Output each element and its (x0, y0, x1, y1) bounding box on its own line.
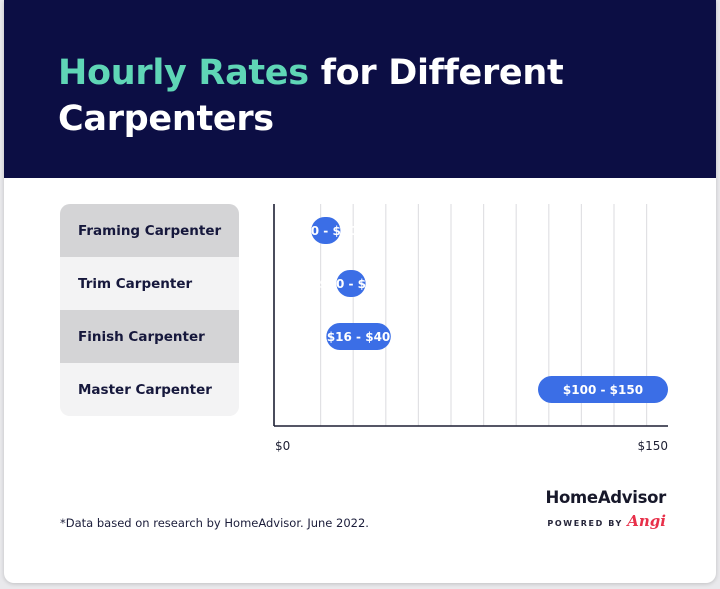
category-list: Framing Carpenter Trim Carpenter Finish … (60, 204, 239, 416)
x-tick-label: $0 (275, 439, 290, 453)
category-row-finish: Finish Carpenter (60, 310, 239, 363)
range-bar (538, 376, 668, 403)
category-label: Framing Carpenter (78, 222, 222, 239)
category-label: Finish Carpenter (78, 328, 205, 345)
title-rest: for Different (320, 53, 564, 93)
page-title: Hourly Rates for Different Carpenters (58, 50, 658, 142)
range-label: $16 - $40 (327, 330, 390, 344)
range-label: $10 - $20 (294, 224, 357, 238)
category-label: Trim Carpenter (78, 275, 193, 292)
title-line2: Carpenters (58, 99, 274, 139)
range-bar (326, 323, 391, 350)
title-accent: Hourly Rates (58, 53, 309, 93)
infographic-card: Hourly Rates for Different Carpenters Fra… (4, 0, 716, 583)
range-bar (336, 270, 366, 297)
range-label: $20 - $30 (319, 277, 382, 291)
range-bar (311, 217, 341, 244)
category-label: Master Carpenter (78, 381, 212, 398)
angi-logo: Angi (627, 512, 666, 530)
homeadvisor-logo: HomeAdvisor (545, 488, 666, 507)
header-banner: Hourly Rates for Different Carpenters (4, 0, 716, 178)
category-row-framing: Framing Carpenter (60, 204, 239, 257)
powered-by-text: POWERED BY (547, 519, 623, 528)
category-row-master: Master Carpenter (60, 363, 239, 416)
x-tick-label: $150 (637, 439, 668, 453)
range-label: $100 - $150 (563, 383, 643, 397)
range-chart: $10 - $20 $20 - $30 $16 - $40 $100 - $150 $0… (273, 204, 668, 453)
footnote: *Data based on research by HomeAdvisor. … (60, 516, 369, 530)
powered-by-angi: POWERED BY Angi (544, 512, 666, 530)
category-row-trim: Trim Carpenter (60, 257, 239, 310)
